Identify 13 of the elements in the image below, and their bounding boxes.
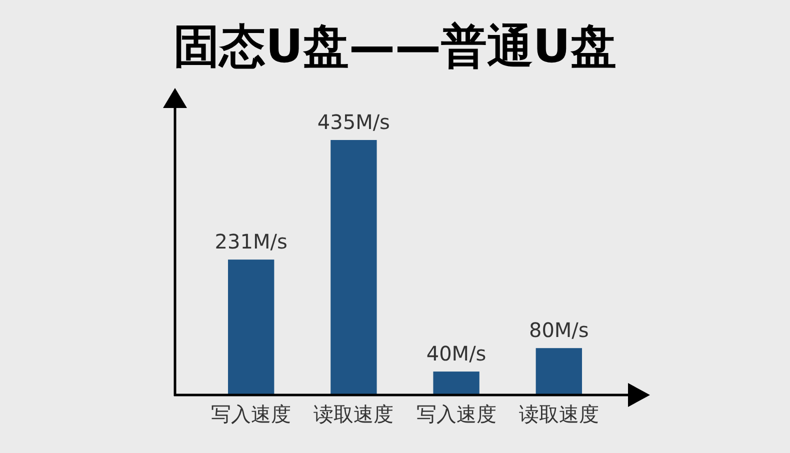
x-tick-label: 写入速度 <box>416 402 496 426</box>
x-tick-label: 读取速度 <box>314 402 394 426</box>
bar <box>536 348 582 395</box>
data-label: 80M/s <box>528 318 589 342</box>
data-label: 231M/s <box>214 230 288 254</box>
chart-title: 固态U盘——普通U盘 <box>174 19 616 73</box>
x-tick-label: 读取速度 <box>518 402 599 426</box>
bar <box>330 140 377 395</box>
bar <box>228 260 274 395</box>
x-tick-label: 写入速度 <box>211 402 292 426</box>
data-label: 435M/s <box>317 110 390 134</box>
bar <box>433 372 480 395</box>
data-label: 40M/s <box>426 342 486 366</box>
